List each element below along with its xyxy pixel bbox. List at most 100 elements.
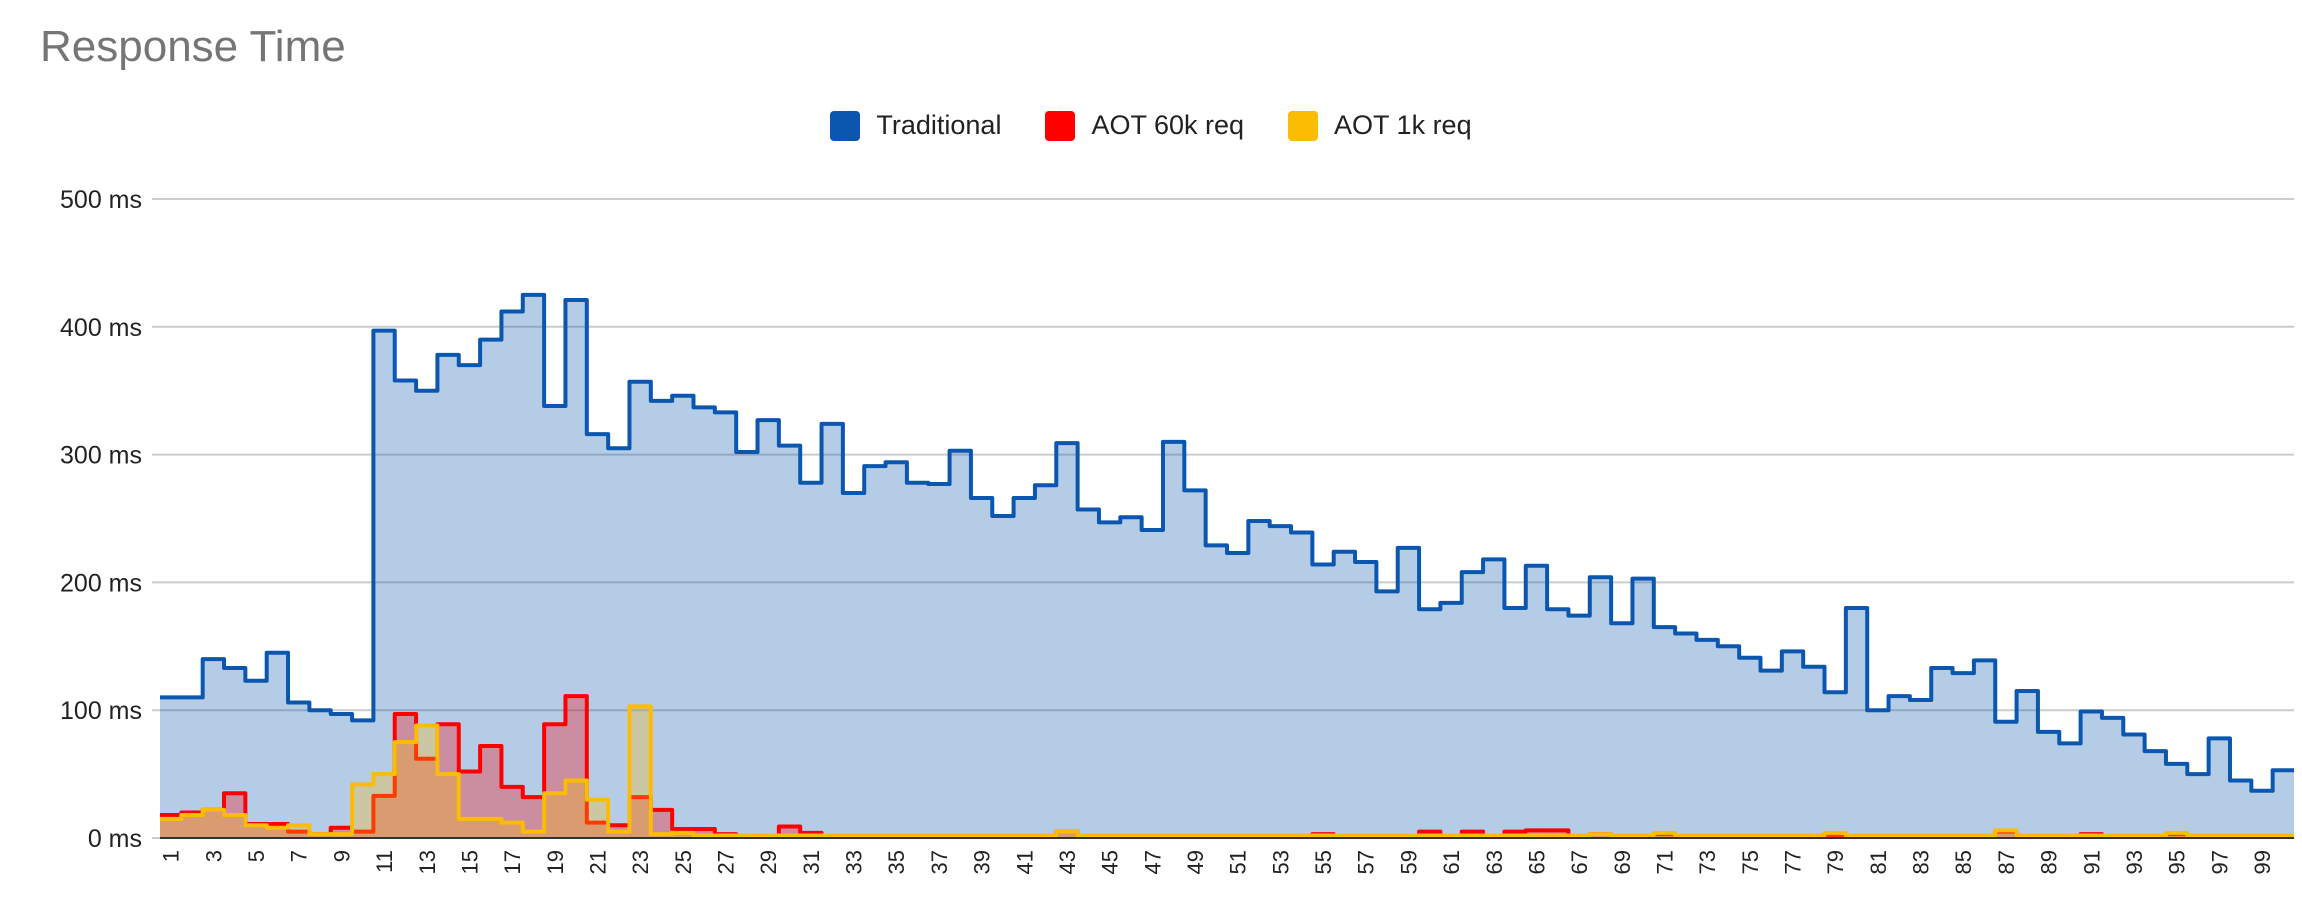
- data-step: [1590, 577, 1611, 838]
- data-step: [1163, 442, 1184, 838]
- data-step: [1078, 510, 1099, 838]
- x-tick-label: 39: [970, 850, 995, 874]
- data-step: [2123, 734, 2144, 838]
- y-tick-label: 0 ms: [88, 825, 142, 853]
- x-tick-label: 21: [585, 850, 610, 874]
- legend-item-aot-60k[interactable]: AOT 60k req: [1045, 110, 1244, 141]
- data-step: [245, 681, 266, 838]
- data-step: [1675, 634, 1696, 838]
- x-tick-label: 57: [1354, 850, 1379, 874]
- x-tick-label: 27: [714, 850, 739, 874]
- x-tick-label: 3: [201, 850, 226, 862]
- data-step: [1632, 579, 1653, 838]
- data-step: [2145, 751, 2166, 838]
- x-tick-label: 55: [1311, 850, 1336, 874]
- data-step: [2166, 764, 2187, 838]
- x-tick-label: 19: [543, 850, 568, 874]
- legend: Traditional AOT 60k req AOT 1k req: [0, 110, 2302, 141]
- data-step: [608, 448, 629, 838]
- x-tick-label: 53: [1268, 850, 1293, 874]
- x-tick-label: 31: [799, 850, 824, 874]
- data-step: [800, 483, 821, 838]
- x-tick-label: 29: [756, 850, 781, 874]
- data-step: [950, 451, 971, 838]
- x-tick-label: 89: [2037, 850, 2062, 874]
- data-step: [1718, 646, 1739, 838]
- data-step: [1931, 668, 1952, 838]
- x-tick-label: 9: [329, 850, 354, 862]
- data-step: [416, 726, 437, 838]
- data-step: [715, 412, 736, 838]
- data-step: [245, 825, 266, 838]
- data-step: [1846, 608, 1867, 838]
- x-tick-label: 41: [1012, 850, 1037, 874]
- data-step: [2081, 711, 2102, 838]
- data-step: [1099, 522, 1120, 838]
- data-step: [1568, 616, 1589, 838]
- x-tick-label: 67: [1567, 850, 1592, 874]
- data-step: [907, 483, 928, 838]
- data-step: [1761, 671, 1782, 838]
- data-step: [672, 396, 693, 838]
- data-step: [694, 407, 715, 838]
- data-step: [1142, 530, 1163, 838]
- x-tick-label: 33: [842, 850, 867, 874]
- data-step: [373, 774, 394, 838]
- data-step: [2273, 770, 2294, 838]
- x-tick-label: 87: [1994, 850, 2019, 874]
- data-step: [587, 434, 608, 838]
- data-step: [1056, 443, 1077, 838]
- x-tick-label: 35: [884, 850, 909, 874]
- data-step: [480, 819, 501, 838]
- data-step: [1867, 710, 1888, 838]
- data-step: [1312, 565, 1333, 838]
- x-tick-label: 59: [1396, 850, 1421, 874]
- y-tick-label: 500 ms: [60, 186, 142, 214]
- legend-item-aot-1k[interactable]: AOT 1k req: [1288, 110, 1472, 141]
- data-step: [1398, 548, 1419, 838]
- y-tick-label: 200 ms: [60, 569, 142, 597]
- data-step: [651, 401, 672, 838]
- data-step: [565, 780, 586, 838]
- x-tick-label: 85: [1951, 850, 1976, 874]
- data-step: [437, 774, 458, 838]
- data-step: [1120, 517, 1141, 838]
- legend-label: AOT 1k req: [1334, 110, 1472, 140]
- x-tick-label: 5: [244, 850, 269, 862]
- data-step: [992, 516, 1013, 838]
- data-step: [501, 311, 522, 838]
- data-step: [1995, 722, 2016, 838]
- x-tick-label: 91: [2079, 850, 2104, 874]
- x-tick-label: 47: [1140, 850, 1165, 874]
- x-tick-label: 43: [1055, 850, 1080, 874]
- data-step: [736, 452, 757, 838]
- data-step: [1440, 603, 1461, 838]
- data-step: [1825, 692, 1846, 838]
- data-step: [395, 742, 416, 838]
- data-step: [1014, 498, 1035, 838]
- data-step: [2102, 718, 2123, 838]
- data-step: [1248, 521, 1269, 838]
- data-step: [822, 424, 843, 838]
- data-step: [1227, 553, 1248, 838]
- x-tick-label: 51: [1226, 850, 1251, 874]
- data-step: [1483, 559, 1504, 838]
- data-step: [886, 462, 907, 838]
- area-fill-2: [160, 706, 2294, 838]
- x-tick-label: 71: [1652, 850, 1677, 874]
- data-step: [267, 828, 288, 838]
- data-step: [587, 800, 608, 838]
- data-step: [2209, 738, 2230, 838]
- x-tick-label: 65: [1524, 850, 1549, 874]
- x-tick-label: 97: [2207, 850, 2232, 874]
- legend-item-traditional[interactable]: Traditional: [830, 110, 1001, 141]
- x-tick-label: 95: [2165, 850, 2190, 874]
- data-step: [971, 498, 992, 838]
- data-step: [1910, 700, 1931, 838]
- data-step: [288, 703, 309, 838]
- data-step: [352, 784, 373, 838]
- y-tick-label: 300 ms: [60, 442, 142, 470]
- data-step: [1974, 660, 1995, 838]
- x-tick-label: 73: [1695, 850, 1720, 874]
- legend-swatch: [830, 110, 861, 141]
